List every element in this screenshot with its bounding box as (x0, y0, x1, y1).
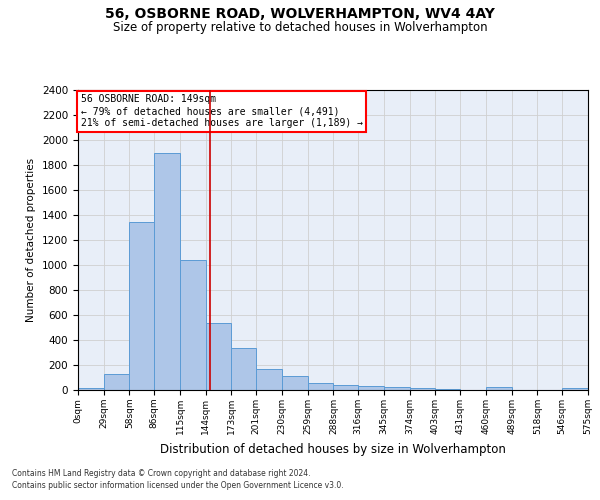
Bar (308, 382, 334, 390)
Bar (486, 387, 512, 390)
Bar (154, 153, 180, 390)
Text: 56 OSBORNE ROAD: 149sqm
← 79% of detached houses are smaller (4,491)
21% of semi: 56 OSBORNE ROAD: 149sqm ← 79% of detache… (80, 94, 362, 128)
Bar (562, 388, 588, 390)
Y-axis label: Number of detached properties: Number of detached properties (26, 158, 37, 322)
Bar (78, 388, 104, 390)
Bar (256, 369, 282, 390)
Bar (358, 386, 384, 390)
Text: 56, OSBORNE ROAD, WOLVERHAMPTON, WV4 4AY: 56, OSBORNE ROAD, WOLVERHAMPTON, WV4 4AY (105, 8, 495, 22)
Bar (232, 348, 256, 390)
Text: Contains public sector information licensed under the Open Government Licence v3: Contains public sector information licen… (12, 481, 344, 490)
Bar (130, 222, 154, 390)
Bar (282, 376, 308, 390)
Bar (384, 386, 410, 390)
Bar (180, 260, 206, 390)
Text: Size of property relative to detached houses in Wolverhampton: Size of property relative to detached ho… (113, 21, 487, 34)
Text: Distribution of detached houses by size in Wolverhampton: Distribution of detached houses by size … (160, 442, 506, 456)
Bar (334, 385, 358, 390)
Text: Contains HM Land Registry data © Crown copyright and database right 2024.: Contains HM Land Registry data © Crown c… (12, 468, 311, 477)
Bar (206, 322, 232, 390)
Bar (410, 388, 436, 390)
Bar (104, 374, 130, 390)
